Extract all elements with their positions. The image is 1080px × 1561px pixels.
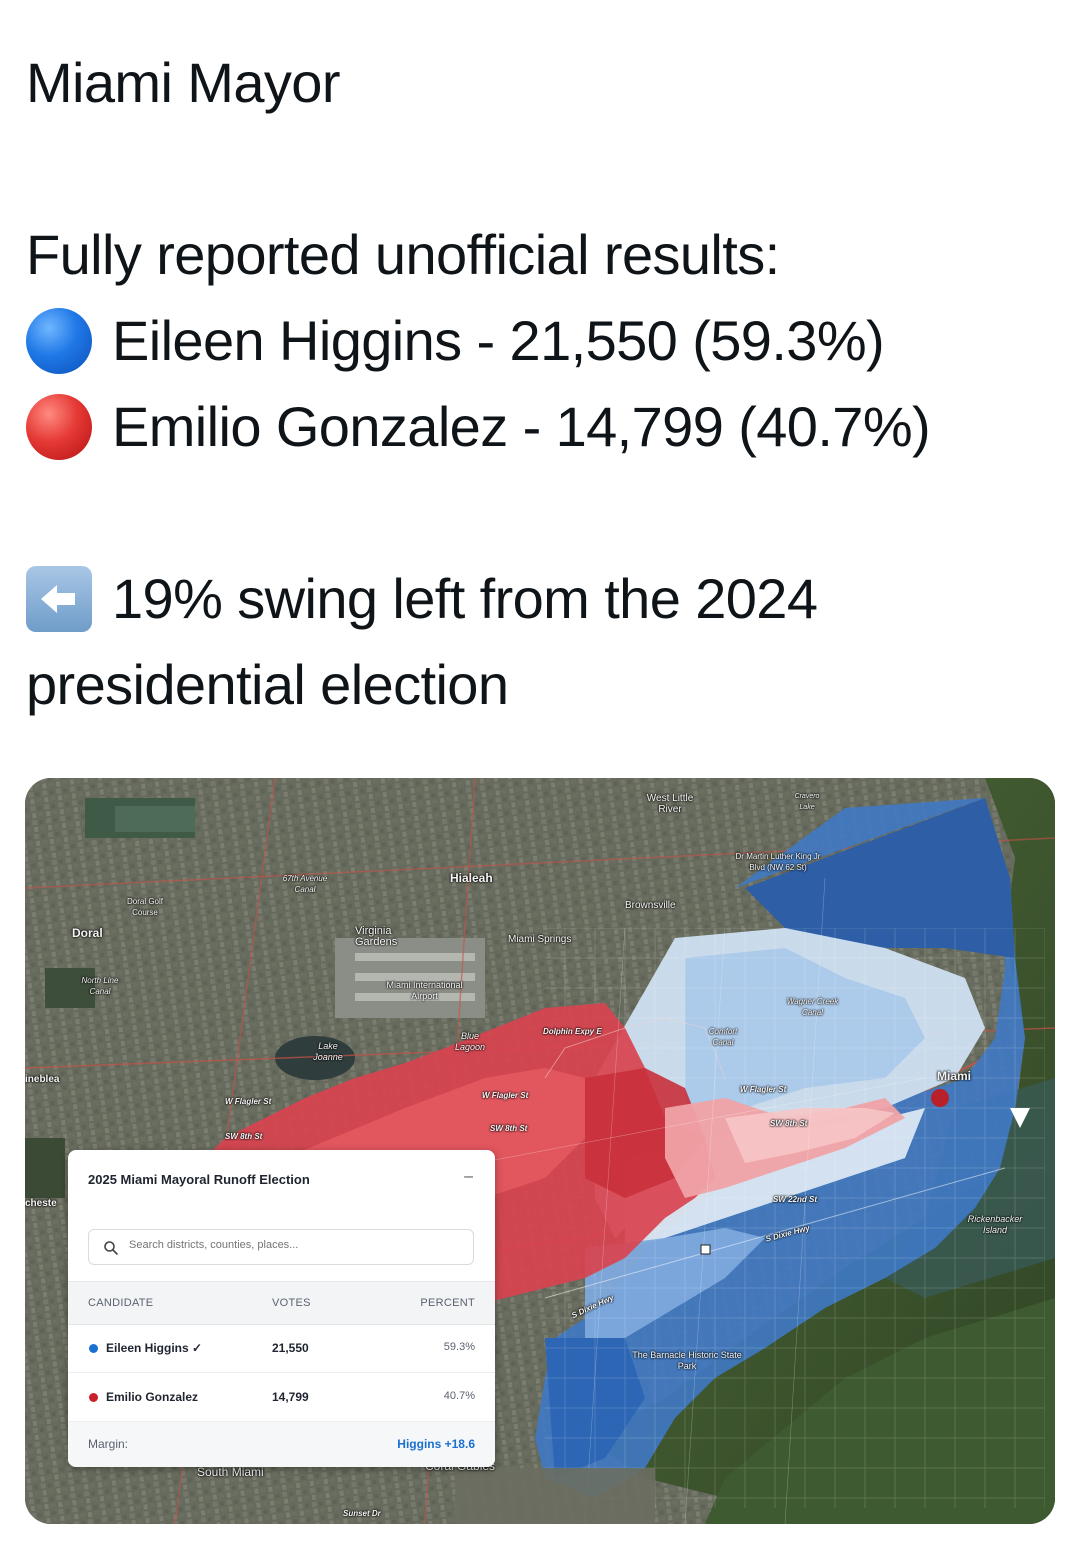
map-label-doral: Doral — [72, 926, 103, 940]
map-label-wagner-canal: Wagner Creek Canal — [786, 997, 839, 1017]
results-heading: Fully reported unofficial results: — [26, 223, 780, 286]
search-icon — [104, 1241, 118, 1255]
candidate-color-dot — [89, 1393, 98, 1402]
swing-line: 19% swing left from the 2024 — [26, 556, 1066, 642]
table-row-gonzalez[interactable]: Emilio Gonzalez 14,799 40.7% — [68, 1374, 495, 1422]
map-label-cravero-lake: Cravero Lake — [794, 793, 820, 811]
map-label-mlk-blvd: Dr Martin Luther King Jr Blvd (NW 62 St) — [735, 852, 821, 872]
panel-title: 2025 Miami Mayoral Runoff Election — [88, 1172, 310, 1187]
map-label-rickenbacker: Rickenbacker Island — [967, 1214, 1023, 1235]
map-label-virginia-gardens: Virginia Gardens — [355, 925, 398, 948]
red-circle-icon — [26, 394, 92, 460]
map-label-airport: Miami International Airport — [386, 980, 463, 1001]
collapse-button[interactable]: – — [464, 1168, 473, 1185]
candidate-name: Eileen Higgins ✓ — [106, 1341, 203, 1355]
map-label-sunset-dr: Sunset Dr — [343, 1509, 381, 1518]
candidate-text: Eileen Higgins - 21,550 (59.3%) — [112, 309, 885, 372]
map-label-sw8th-west: SW 8th St — [225, 1132, 263, 1141]
map-label-west-little-river: West Little River — [646, 793, 694, 815]
candidate-votes: 14,799 — [272, 1390, 309, 1404]
map-label-doral-golf: Doral Golf Course — [126, 897, 163, 917]
margin-label: Margin: — [88, 1437, 129, 1451]
map-label-w-flagler-west: W Flagler St — [225, 1097, 272, 1106]
map-label-miami: Miami — [937, 1069, 972, 1083]
blue-circle-icon — [26, 308, 92, 374]
map-label-south-miami: South Miami — [197, 1465, 264, 1479]
map-label-miami-springs: Miami Springs — [508, 934, 572, 945]
map-label-barnacle: The Barnacle Historic State Park — [632, 1350, 742, 1371]
candidate-percent: 59.3% — [443, 1341, 475, 1353]
search-box[interactable] — [88, 1229, 474, 1265]
candidate-name: Emilio Gonzalez — [106, 1390, 199, 1404]
map-label-fontainebleau: ineblea — [25, 1074, 60, 1085]
map-label-sw8th-east: SW 8th St — [770, 1119, 808, 1128]
candidate-votes: 21,550 — [272, 1341, 309, 1355]
candidate-text: Emilio Gonzalez - 14,799 (40.7%) — [112, 395, 931, 458]
column-header-percent[interactable]: PERCENT — [420, 1297, 475, 1309]
map-label-67th-canal: 67th Avenue Canal — [282, 874, 328, 894]
map-canvas[interactable] — [25, 778, 1055, 1524]
map-label-w-flagler-east: W Flagler St — [740, 1085, 787, 1094]
candidate-line-higgins: Eileen Higgins - 21,550 (59.3%) — [26, 298, 1066, 384]
margin-row: Margin: Higgins +18.6 — [68, 1422, 495, 1467]
map-label-westchester: cheste — [25, 1198, 57, 1209]
map-label-lake-joanne: Lake Joanne — [313, 1041, 343, 1062]
post-title: Miami Mayor — [26, 51, 340, 114]
search-input[interactable] — [129, 1239, 459, 1251]
candidate-line-gonzalez: Emilio Gonzalez - 14,799 (40.7%) — [26, 384, 1066, 470]
swing-text-continued: presidential election — [26, 653, 509, 716]
map-label-dolphin-expy: Dolphin Expy E — [543, 1027, 602, 1036]
table-row-higgins[interactable]: Eileen Higgins ✓ 21,550 59.3% — [68, 1325, 495, 1373]
table-header: CANDIDATE VOTES PERCENT — [68, 1281, 495, 1325]
column-header-votes[interactable]: VOTES — [272, 1297, 311, 1309]
left-arrow-icon — [26, 566, 92, 632]
map-label-w-flagler-mid: W Flagler St — [482, 1091, 529, 1100]
results-panel: 2025 Miami Mayoral Runoff Election – CAN… — [68, 1150, 495, 1467]
post-text: Miami Mayor Fully reported unofficial re… — [26, 40, 1066, 728]
map-label-sw22nd: SW 22nd St — [773, 1195, 818, 1204]
column-header-candidate[interactable]: CANDIDATE — [88, 1297, 154, 1309]
map-label-hialeah: Hialeah — [450, 871, 493, 885]
margin-value: Higgins +18.6 — [397, 1437, 475, 1451]
map-label-sw8th-mid: SW 8th St — [490, 1124, 528, 1133]
map-label-blue-lagoon: Blue Lagoon — [454, 1031, 486, 1052]
candidate-percent: 40.7% — [443, 1390, 475, 1402]
map-label-brownsville: Brownsville — [625, 900, 676, 911]
map-label-comfort-canal: Comfort Canal — [708, 1027, 738, 1047]
map-label-north-line-canal: North Line Canal — [81, 976, 119, 996]
election-map[interactable]: Hialeah West Little River Doral Doral Go… — [25, 778, 1055, 1524]
candidate-color-dot — [89, 1344, 98, 1353]
swing-text: 19% swing left from the 2024 — [112, 567, 818, 630]
